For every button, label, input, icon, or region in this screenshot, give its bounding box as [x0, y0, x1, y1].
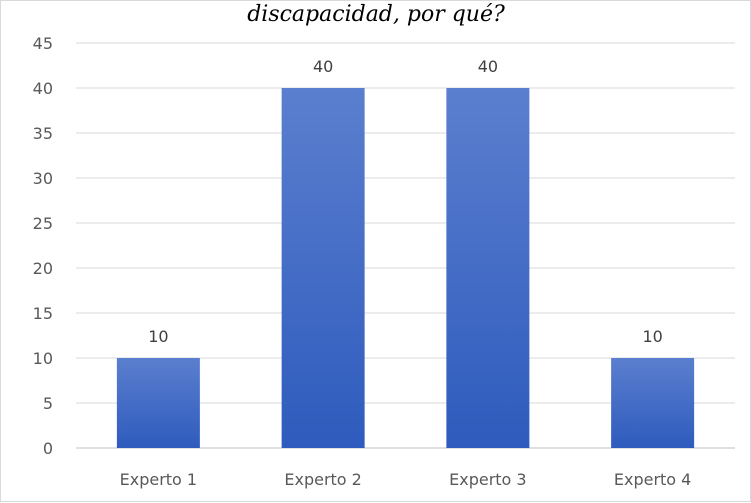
- y-tick-label: 0: [43, 439, 53, 458]
- data-label: 10: [148, 327, 168, 346]
- y-tick-label: 20: [33, 259, 53, 278]
- y-axis-ticks: 0 5 10 15 20 25 30 35 40 45: [33, 34, 53, 458]
- data-label: 40: [313, 57, 333, 76]
- bar-experto-4: [611, 358, 695, 448]
- bar-experto-2: [281, 88, 365, 448]
- x-tick-label: Experto 2: [284, 470, 361, 489]
- y-tick-label: 30: [33, 169, 53, 188]
- y-tick-label: 5: [43, 394, 53, 413]
- data-label: 40: [478, 57, 498, 76]
- x-tick-label: Experto 3: [449, 470, 526, 489]
- bar-experto-3: [446, 88, 530, 448]
- data-label: 10: [642, 327, 662, 346]
- y-tick-label: 45: [33, 34, 53, 53]
- y-tick-label: 40: [33, 79, 53, 98]
- y-tick-label: 15: [33, 304, 53, 323]
- chart-title: discapacidad, por qué?: [247, 2, 505, 27]
- y-tick-label: 10: [33, 349, 53, 368]
- data-labels: 10 40 40 10: [148, 57, 663, 346]
- y-tick-label: 35: [33, 124, 53, 143]
- x-tick-label: Experto 1: [120, 470, 197, 489]
- bars: [116, 88, 695, 448]
- bar-experto-1: [116, 358, 200, 448]
- x-tick-label: Experto 4: [614, 470, 691, 489]
- x-axis-ticks: Experto 1 Experto 2 Experto 3 Experto 4: [120, 470, 692, 489]
- y-tick-label: 25: [33, 214, 53, 233]
